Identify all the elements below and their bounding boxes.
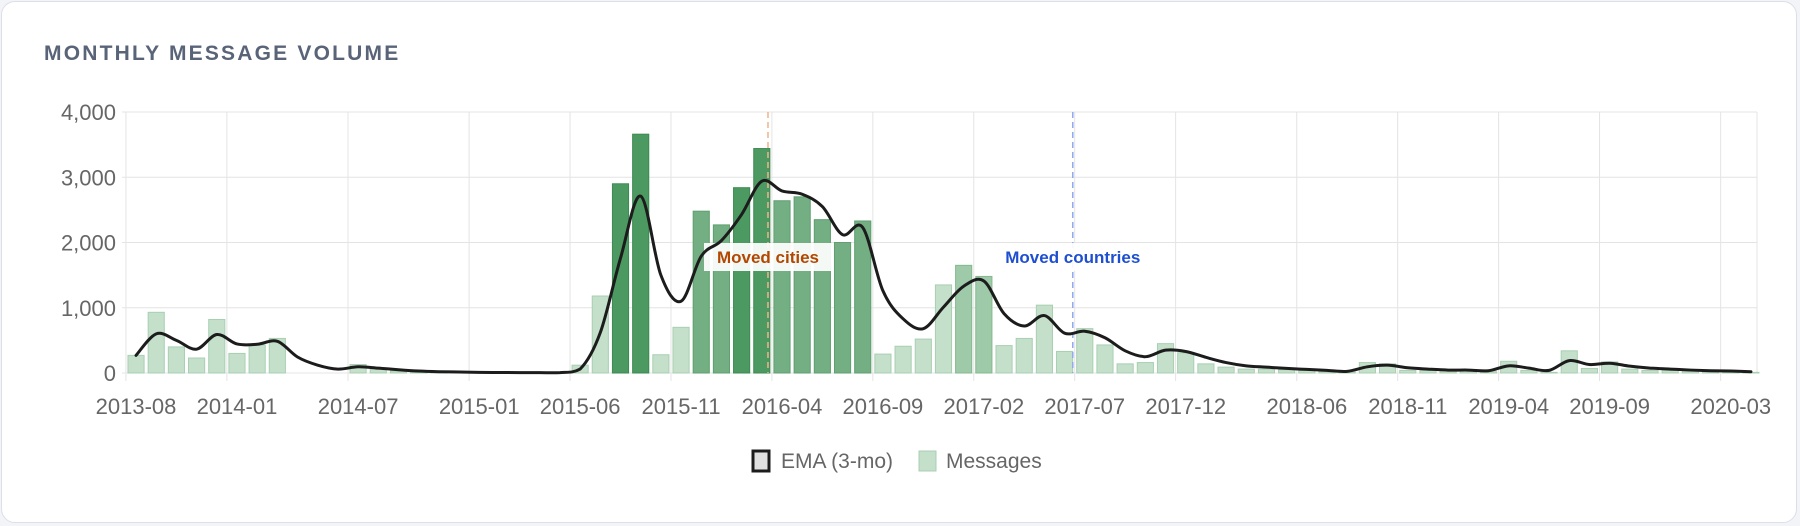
bar-2015-11 [672, 326, 690, 374]
legend-swatch-messages [918, 450, 937, 472]
bar-2016-02 [733, 187, 751, 374]
y-tick-label: 4,000 [61, 100, 116, 125]
annotation-label: Moved cities [717, 248, 819, 267]
x-tick-label: 2017-02 [943, 394, 1024, 419]
bar-2014-01 [228, 352, 246, 374]
ema-line [134, 178, 1753, 375]
bar-2018-03 [1237, 368, 1255, 374]
bar-2019-05 [1520, 369, 1538, 374]
x-tick-label: 2017-12 [1145, 394, 1226, 419]
bar-2016-05 [793, 196, 811, 374]
bar-2013-11 [188, 357, 206, 374]
bar-2013-08 [127, 354, 145, 374]
legend-label-messages: Messages [946, 450, 1042, 473]
legend-swatch-ema [751, 449, 771, 473]
x-tick-label: 2017-07 [1044, 394, 1125, 419]
x-tick-label: 2014-07 [318, 394, 399, 419]
bar-2014-02 [248, 344, 266, 374]
legend: EMA (3-mo) Messages [751, 449, 1042, 473]
bar-2018-01 [1197, 363, 1215, 374]
bar-2017-07 [1076, 328, 1094, 374]
bar-2017-05 [1035, 304, 1053, 374]
x-tick-label: 2019-09 [1569, 394, 1650, 419]
bar-2017-01 [955, 264, 973, 374]
bar-2016-08 [854, 220, 872, 374]
x-tick-label: 2016-04 [742, 394, 823, 419]
bar-2013-09 [147, 311, 165, 374]
x-tick-label: 2018-11 [1368, 394, 1447, 419]
bar-2013-10 [167, 346, 185, 374]
annotation-label: Moved countries [1005, 248, 1140, 267]
annotation-label-bg [703, 243, 832, 271]
bar-2017-03 [995, 345, 1013, 374]
x-tick-label: 2015-11 [642, 394, 721, 419]
bar-2017-04 [1015, 337, 1033, 374]
y-tick-label: 3,000 [61, 165, 116, 190]
x-tick-label: 2013-08 [96, 394, 177, 419]
bar-2015-08 [611, 183, 630, 374]
bar-2015-12 [692, 210, 710, 374]
y-tick-label: 1,000 [61, 296, 116, 321]
chart-title: MONTHLY MESSAGE VOLUME [44, 42, 401, 65]
annotation-label-bg [993, 243, 1152, 271]
bar-2017-12 [1177, 352, 1195, 374]
bar-2014-03 [268, 337, 286, 374]
bar-2017-09 [1116, 363, 1134, 374]
bar-2018-05 [1278, 369, 1296, 374]
bar-2017-02 [975, 275, 993, 374]
bar-2018-11 [1399, 369, 1417, 374]
x-tick-label: 2015-06 [540, 394, 621, 419]
bar-2019-11 [1641, 369, 1659, 374]
bar-2017-11 [1156, 343, 1175, 374]
bar-2016-06 [813, 219, 831, 374]
bar-2016-09 [874, 353, 892, 374]
x-tick-label: 2014-01 [197, 394, 278, 419]
bars-layer [127, 133, 1760, 374]
bar-2016-11 [914, 338, 932, 374]
axis-layer: 0 1,000 2,000 3,000 4,000 2013-08 2014-01 2014-… [61, 100, 1771, 419]
bar-2016-07 [833, 242, 852, 374]
bar-2016-10 [894, 345, 912, 374]
x-tick-label: 2016-09 [843, 394, 924, 419]
y-tick-label: 2,000 [61, 231, 116, 256]
legend-label-ema: EMA (3-mo) [781, 450, 893, 473]
bar-2018-04 [1257, 368, 1276, 374]
y-tick-label: 0 [104, 361, 116, 386]
bar-2017-06 [1056, 350, 1074, 374]
bar-2013-12 [208, 318, 226, 374]
annotation-layer: Moved cities Moved countries [703, 112, 1152, 373]
bar-2016-04 [773, 200, 791, 374]
bar-2016-12 [934, 284, 953, 374]
x-tick-label: 2019-04 [1468, 394, 1549, 419]
bar-2017-08 [1096, 344, 1114, 374]
x-tick-label: 2015-01 [439, 394, 520, 419]
x-tick-label: 2018-06 [1266, 394, 1347, 419]
bar-2017-10 [1136, 362, 1154, 374]
ema-line-layer [134, 178, 1753, 375]
bar-2019-10 [1621, 368, 1639, 374]
bar-2015-09 [632, 133, 650, 374]
bar-2019-06 [1540, 371, 1558, 374]
bar-2019-08 [1580, 367, 1599, 374]
bar-2015-10 [652, 354, 670, 374]
x-tick-label: 2020-03 [1690, 394, 1771, 419]
bar-2018-02 [1217, 366, 1235, 374]
